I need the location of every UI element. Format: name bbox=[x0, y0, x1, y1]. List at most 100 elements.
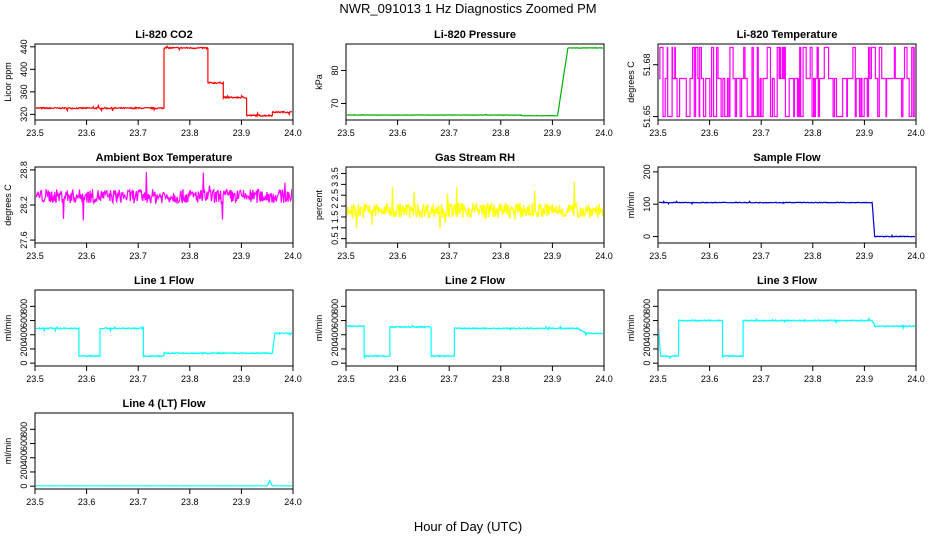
panel-title: Ambient Box Temperature bbox=[96, 152, 233, 164]
x-tick-label: 23.6 bbox=[389, 374, 407, 384]
x-tick-label: 23.5 bbox=[26, 128, 44, 138]
y-tick-label: 400 bbox=[19, 62, 29, 77]
x-tick-label: 24.0 bbox=[284, 374, 302, 384]
plot-frame bbox=[657, 166, 917, 244]
x-tick-label: 23.7 bbox=[752, 128, 770, 138]
x-tick-label: 23.5 bbox=[337, 128, 355, 138]
series-line bbox=[659, 46, 915, 118]
y-tick-label: 27.6 bbox=[19, 231, 29, 249]
y-tick-label: 100 bbox=[642, 197, 652, 212]
x-tick-label: 23.9 bbox=[233, 128, 251, 138]
panel-title: Gas Stream RH bbox=[435, 152, 515, 164]
x-tick-label: 23.8 bbox=[181, 128, 199, 138]
y-tick-label: 800 bbox=[19, 299, 29, 314]
x-tick-label: 23.5 bbox=[26, 374, 44, 384]
y-axis-label: ml/min bbox=[314, 315, 324, 342]
y-axis-label: kPa bbox=[314, 74, 324, 90]
y-tick-label: 600 bbox=[19, 436, 29, 451]
series-line bbox=[347, 324, 603, 360]
y-axis-label: degrees C bbox=[626, 61, 636, 103]
y-axis-label: ml/min bbox=[626, 192, 636, 219]
panel-title: Li-820 Temperature bbox=[737, 29, 838, 41]
y-tick-label: 0 bbox=[642, 361, 652, 366]
x-tick-label: 23.8 bbox=[492, 251, 510, 261]
x-tick-label: 23.8 bbox=[492, 374, 510, 384]
y-tick-label: 3 bbox=[330, 182, 340, 187]
x-tick-label: 23.8 bbox=[804, 251, 822, 261]
x-tick-label: 23.9 bbox=[233, 497, 251, 507]
x-tick-label: 24.0 bbox=[907, 128, 925, 138]
panel-10: Line 4 (LT) Flow 23.5 23.6 23.7 23.8 23.9 24.0… bbox=[3, 398, 302, 507]
x-tick-label: 24.0 bbox=[284, 128, 302, 138]
y-axis-label: ml/min bbox=[626, 315, 636, 342]
x-tick-label: 23.7 bbox=[440, 128, 458, 138]
plot-frame bbox=[34, 166, 294, 244]
x-tick-label: 23.7 bbox=[440, 374, 458, 384]
x-tick-label: 24.0 bbox=[595, 374, 613, 384]
x-tick-label: 24.0 bbox=[907, 251, 925, 261]
plot-frame bbox=[657, 43, 917, 121]
x-tick-label: 23.5 bbox=[26, 497, 44, 507]
x-tick-label: 23.7 bbox=[129, 251, 147, 261]
x-tick-label: 23.7 bbox=[129, 374, 147, 384]
x-tick-label: 24.0 bbox=[595, 128, 613, 138]
x-tick-label: 23.5 bbox=[649, 374, 667, 384]
panel-1: Li-820 CO2 23.5 23.6 23.7 23.8 23.9 24.0 320 360… bbox=[3, 29, 302, 138]
x-tick-label: 23.7 bbox=[129, 128, 147, 138]
y-tick-label: 51.65 bbox=[642, 105, 652, 128]
x-tick-label: 23.8 bbox=[181, 251, 199, 261]
panel-title: Li-820 Pressure bbox=[434, 29, 516, 41]
y-tick-label: 200 bbox=[19, 464, 29, 479]
x-tick-label: 24.0 bbox=[284, 251, 302, 261]
y-tick-label: 600 bbox=[642, 313, 652, 328]
plot-frame bbox=[34, 412, 294, 490]
y-tick-label: 3.5 bbox=[330, 167, 340, 180]
y-tick-label: 0 bbox=[330, 361, 340, 366]
x-tick-label: 23.6 bbox=[78, 251, 96, 261]
x-tick-label: 23.8 bbox=[804, 374, 822, 384]
panel-9: Line 3 Flow 23.5 23.6 23.7 23.8 23.9 24.0 0 2004… bbox=[626, 275, 925, 384]
panel-title: Line 4 (LT) Flow bbox=[123, 398, 206, 410]
y-tick-label: 0 bbox=[642, 234, 652, 239]
panel-4: Ambient Box Temperature 23.5 23.6 23.7 23.8 2… bbox=[3, 152, 302, 261]
y-tick-label: 600 bbox=[19, 313, 29, 328]
y-tick-label: 2.5 bbox=[330, 189, 340, 202]
x-tick-label: 23.9 bbox=[856, 251, 874, 261]
panel-title: Line 2 Flow bbox=[445, 275, 505, 287]
y-tick-label: 800 bbox=[19, 422, 29, 437]
plot-frame bbox=[345, 166, 605, 244]
panel-title: Li-820 CO2 bbox=[135, 29, 192, 41]
x-tick-label: 23.6 bbox=[78, 128, 96, 138]
y-tick-label: 70 bbox=[330, 98, 340, 108]
panel-title: Line 3 Flow bbox=[757, 275, 817, 287]
series-line bbox=[36, 325, 292, 359]
x-tick-label: 23.9 bbox=[544, 251, 562, 261]
x-axis-label: Hour of Day (UTC) bbox=[414, 519, 522, 534]
panel-7: Line 1 Flow 23.5 23.6 23.7 23.8 23.9 24.0 0 2004… bbox=[3, 275, 302, 384]
y-tick-label: 200 bbox=[330, 341, 340, 356]
y-axis-label: Licor ppm bbox=[3, 62, 13, 102]
y-axis-label: degrees C bbox=[3, 184, 13, 226]
x-tick-label: 24.0 bbox=[284, 497, 302, 507]
x-tick-label: 23.8 bbox=[492, 128, 510, 138]
y-tick-label: 440 bbox=[19, 39, 29, 54]
panel-6: Sample Flow 23.5 23.6 23.7 23.8 23.9 24.0 0 100 2… bbox=[626, 152, 925, 261]
x-tick-label: 23.9 bbox=[856, 128, 874, 138]
y-tick-label: 1.5 bbox=[330, 211, 340, 224]
x-tick-label: 23.7 bbox=[752, 251, 770, 261]
x-tick-label: 23.6 bbox=[78, 374, 96, 384]
y-tick-label: 400 bbox=[19, 450, 29, 465]
y-tick-label: 360 bbox=[19, 84, 29, 99]
x-tick-label: 23.7 bbox=[129, 497, 147, 507]
y-tick-label: 51.68 bbox=[642, 53, 652, 76]
y-tick-label: 800 bbox=[642, 299, 652, 314]
series-line bbox=[36, 45, 292, 118]
x-tick-label: 24.0 bbox=[595, 251, 613, 261]
y-axis-label: ml/min bbox=[3, 315, 13, 342]
x-tick-label: 23.9 bbox=[233, 374, 251, 384]
series-line bbox=[347, 182, 603, 230]
x-tick-label: 23.6 bbox=[701, 374, 719, 384]
x-tick-label: 23.5 bbox=[337, 251, 355, 261]
panel-title: Sample Flow bbox=[753, 152, 821, 164]
